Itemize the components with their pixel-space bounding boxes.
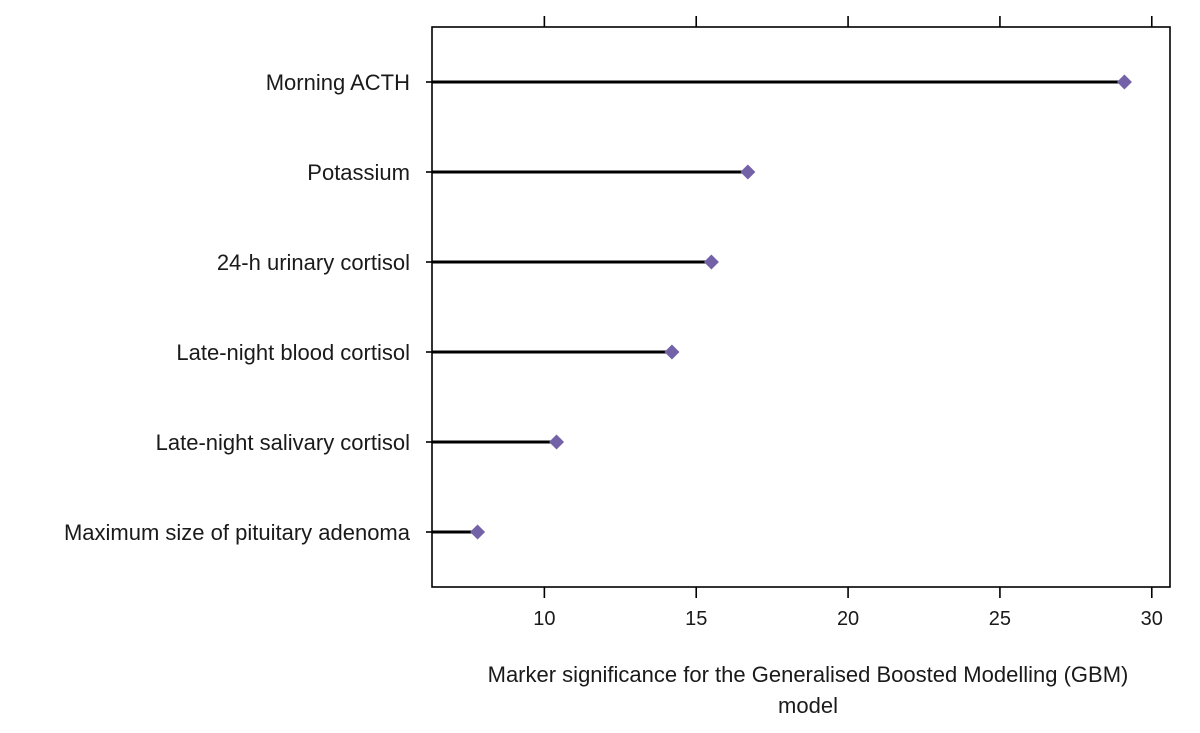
lollipop-marker bbox=[549, 434, 565, 450]
lollipop-marker bbox=[703, 254, 719, 270]
y-axis-ticks bbox=[426, 81, 432, 533]
category-label: Late-night salivary cortisol bbox=[156, 430, 410, 455]
top-axis-ticks bbox=[543, 16, 1153, 27]
category-labels: Morning ACTH Potassium 24-h urinary cortis… bbox=[64, 70, 411, 545]
category-label: Potassium bbox=[307, 160, 410, 185]
lollipop-marker bbox=[664, 344, 680, 360]
lollipop-markers bbox=[470, 74, 1132, 540]
category-label: Morning ACTH bbox=[266, 70, 410, 95]
x-tick-label: 30 bbox=[1141, 608, 1163, 630]
category-label: 24-h urinary cortisol bbox=[217, 250, 410, 275]
plot-frame bbox=[431, 26, 1171, 588]
lollipop-stems bbox=[432, 80, 1125, 534]
x-tick-label: 15 bbox=[685, 608, 707, 630]
x-axis-title-line-2: model bbox=[778, 693, 838, 718]
x-tick-label: 20 bbox=[837, 608, 859, 630]
bottom-axis-ticks bbox=[543, 587, 1153, 598]
lollipop-marker bbox=[740, 164, 756, 180]
category-label: Late-night blood cortisol bbox=[176, 340, 410, 365]
x-tick-label: 25 bbox=[989, 608, 1011, 630]
x-tick-label: 10 bbox=[533, 608, 555, 630]
x-axis-title-line-1: Marker significance for the Generalised … bbox=[488, 662, 1129, 687]
lollipop-marker bbox=[470, 524, 486, 540]
x-tick-labels: 10 15 20 25 30 bbox=[533, 608, 1163, 630]
category-label: Maximum size of pituitary adenoma bbox=[64, 520, 411, 545]
lollipop-marker bbox=[1116, 74, 1132, 90]
